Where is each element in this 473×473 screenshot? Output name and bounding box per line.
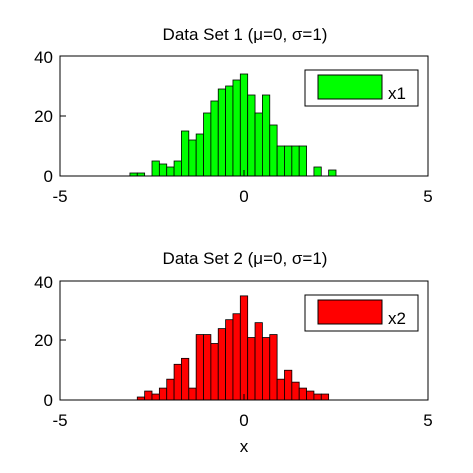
plot-title: Data Set 2 (μ=0, σ=1) [163, 249, 328, 268]
plot-title: Data Set 1 (μ=0, σ=1) [163, 25, 328, 44]
histogram-bar [151, 160, 160, 177]
histogram-bar [166, 378, 175, 401]
histogram-bar [158, 387, 168, 401]
histogram-bar [166, 166, 175, 177]
histogram-bar [181, 357, 190, 401]
y-tick-label: 0 [44, 167, 53, 186]
histogram-bar [232, 79, 241, 177]
x-tick-label: 5 [423, 187, 432, 206]
x-tick-label: -5 [52, 411, 67, 430]
histogram-bar [284, 145, 293, 177]
subplot-data-set-2: Data Set 2 (μ=0, σ=1) 0 20 40 -5 0 5 x x… [34, 249, 433, 456]
legend: x2 [304, 294, 419, 332]
histogram-bar [144, 390, 153, 401]
plot-title-prefix: Data Set 1 ( [163, 25, 254, 44]
histogram-bar [173, 363, 182, 401]
histogram-bar [306, 390, 315, 401]
x-tick-label: 0 [239, 187, 248, 206]
plot-title-mid: =0, [263, 25, 292, 44]
histogram-bar [247, 94, 256, 177]
plot-title-mu: μ [253, 25, 263, 44]
histogram-bar [269, 124, 278, 177]
y-tick-label: 40 [34, 273, 53, 292]
histogram-bar [203, 112, 212, 177]
histogram-bar [320, 393, 330, 401]
histogram-bar [195, 334, 204, 401]
histogram-bar [239, 295, 249, 401]
plot-title-sigma: σ [292, 25, 303, 44]
histogram-bar [284, 369, 293, 401]
histogram-bar [210, 343, 219, 401]
histogram-bar [313, 393, 322, 401]
legend-label: x2 [388, 309, 406, 328]
histogram-bars [129, 73, 337, 177]
plot-title-mu: μ [253, 249, 263, 268]
histogram-bar [261, 94, 271, 177]
histogram-bar [239, 73, 249, 177]
histogram-bar [225, 319, 234, 401]
histogram-bar [188, 139, 197, 177]
histogram-bar [210, 100, 219, 177]
y-tick-label: 20 [34, 107, 53, 126]
x-tick-label: -5 [52, 187, 67, 206]
histogram-bar [225, 85, 234, 177]
legend-swatch [317, 299, 383, 325]
plot-title-suffix: =1) [302, 25, 327, 44]
histogram-bar [276, 378, 285, 401]
legend-swatch [317, 74, 383, 100]
plot-title-mid: =0, [263, 249, 292, 268]
plot-title-prefix: Data Set 2 ( [163, 249, 254, 268]
y-tick-label: 20 [34, 331, 53, 350]
histogram-bar [298, 387, 307, 401]
histogram-bar [217, 328, 227, 401]
histogram-bar [195, 133, 204, 177]
histogram-bar [232, 313, 241, 401]
histogram-bar [254, 112, 263, 177]
x-axis-label: x [240, 437, 249, 456]
histogram-bar [269, 334, 278, 401]
subplot-data-set-1: Data Set 1 (μ=0, σ=1) 0 20 40 -5 0 5 x1 [34, 25, 433, 206]
histogram-bar [151, 393, 160, 401]
histogram-bar [203, 334, 212, 401]
histogram-bar [254, 322, 263, 401]
histogram-bar [261, 337, 271, 401]
histogram-bar [313, 166, 322, 177]
plot-title-sigma: σ [292, 249, 303, 268]
histogram-bar [247, 337, 256, 401]
histogram-bar [158, 163, 168, 177]
y-tick-label: 0 [44, 391, 53, 410]
histogram-bar [188, 387, 197, 401]
plot-title-suffix: =1) [302, 249, 327, 268]
histogram-bar [181, 130, 190, 177]
histogram-bar [298, 145, 307, 177]
histogram-bar [328, 169, 337, 177]
histogram-bar [276, 145, 285, 177]
x-tick-label: 5 [423, 411, 432, 430]
histogram-bar [291, 145, 300, 177]
histogram-bar [217, 88, 227, 177]
histogram-bars [136, 295, 330, 401]
histogram-bar [173, 160, 182, 177]
x-tick-label: 0 [239, 411, 248, 430]
legend: x1 [304, 69, 419, 107]
y-tick-label: 40 [34, 48, 53, 67]
histogram-bar [291, 381, 300, 401]
legend-label: x1 [388, 84, 406, 103]
